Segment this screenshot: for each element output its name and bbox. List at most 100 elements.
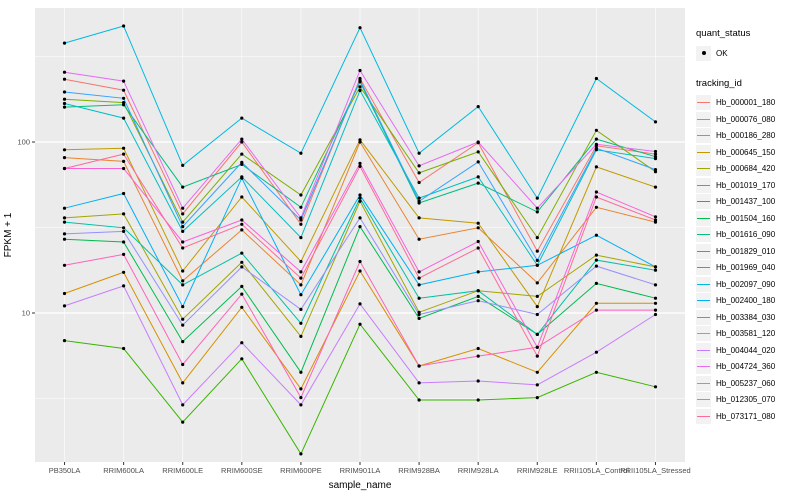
x-tick-label: RRIM600PE	[280, 466, 322, 475]
data-point	[594, 264, 599, 268]
data-point	[358, 199, 362, 203]
data-point	[476, 346, 480, 351]
data-point	[299, 334, 303, 338]
legend-label: Hb_001504_160	[716, 213, 776, 223]
data-point	[535, 383, 539, 387]
legend-label: Hb_002400_180	[716, 296, 776, 306]
x-axis-title: sample_name	[329, 480, 392, 491]
legend-label: Hb_004044_020	[716, 345, 776, 355]
data-point	[122, 79, 126, 83]
data-point	[122, 226, 126, 230]
legend-item: Hb_002400_180	[692, 293, 798, 310]
x-tick-label: RRIM600LA	[103, 466, 144, 475]
data-point	[535, 263, 539, 267]
data-point	[181, 362, 185, 367]
data-point	[181, 403, 185, 407]
legend-label: Hb_003384_030	[716, 312, 776, 322]
x-tick-label: RRIM600LE	[162, 466, 203, 475]
data-point	[476, 246, 480, 250]
legend-label: Hb_004724_360	[716, 362, 776, 372]
data-point	[535, 345, 539, 349]
legend-key	[696, 194, 711, 210]
series-color-swatch	[697, 118, 710, 120]
data-point	[299, 205, 303, 209]
data-point	[299, 370, 303, 374]
data-point	[299, 283, 303, 287]
legend-label: Hb_001616_090	[716, 230, 776, 240]
data-point	[417, 310, 421, 314]
data-point	[181, 206, 185, 210]
legend-item-ok: OK	[692, 45, 798, 62]
data-point	[653, 308, 658, 312]
legend-item: Hb_001616_090	[692, 227, 798, 244]
data-point	[62, 166, 67, 171]
legend-key	[696, 408, 711, 424]
data-point	[240, 160, 244, 164]
data-point	[535, 305, 539, 309]
series-color-swatch	[697, 234, 710, 236]
legend-title-quant-status: quant_status	[696, 28, 751, 39]
data-point	[240, 222, 244, 226]
data-point	[476, 181, 480, 185]
series-color-swatch	[697, 300, 710, 302]
data-point	[299, 259, 303, 264]
x-tick-label: PB350LA	[49, 466, 81, 475]
data-point	[181, 340, 185, 344]
data-point	[62, 291, 67, 296]
data-point	[62, 339, 67, 343]
data-point	[417, 316, 421, 320]
legend-key	[696, 309, 711, 325]
legend-key	[696, 260, 711, 276]
data-point	[358, 138, 362, 142]
data-point	[299, 222, 303, 226]
data-point	[476, 150, 480, 154]
data-point	[240, 140, 244, 144]
legend-key	[696, 177, 711, 193]
data-point	[594, 301, 599, 305]
data-point	[181, 212, 185, 216]
data-point	[417, 312, 421, 317]
data-point	[299, 270, 303, 274]
data-point	[653, 185, 658, 189]
data-point	[594, 165, 599, 169]
data-point	[594, 128, 599, 132]
data-point	[299, 293, 303, 297]
data-point	[594, 190, 599, 194]
data-point	[535, 249, 539, 253]
data-point	[62, 70, 67, 74]
legend-key	[696, 111, 711, 127]
data-point	[535, 196, 539, 200]
data-point	[62, 77, 67, 81]
series-color-swatch	[697, 217, 710, 219]
data-point	[240, 251, 244, 255]
data-point	[299, 321, 303, 325]
series-color-swatch	[697, 349, 710, 351]
data-point	[594, 142, 599, 146]
data-point	[417, 276, 421, 280]
data-point	[240, 292, 244, 296]
data-point	[417, 296, 421, 300]
data-point	[653, 268, 658, 272]
data-point	[62, 97, 67, 101]
data-point	[358, 259, 362, 264]
data-point	[594, 281, 599, 285]
y-tick-label: 100	[17, 138, 30, 147]
data-point	[62, 101, 67, 106]
legend-label: Hb_000645_150	[716, 147, 776, 157]
legend-key	[696, 95, 711, 111]
data-point	[299, 403, 303, 407]
x-tick-label: RRIM928LE	[517, 466, 558, 475]
data-point	[299, 396, 303, 400]
x-tick-label: RRIM901LA	[340, 466, 381, 475]
data-point	[535, 294, 539, 298]
data-point	[358, 140, 362, 144]
data-point	[417, 270, 421, 274]
data-point	[240, 357, 244, 361]
data-point	[358, 161, 362, 165]
legend-item: Hb_001019_170	[692, 177, 798, 194]
data-point	[62, 232, 67, 236]
legend-item: Hb_073171_080	[692, 408, 798, 425]
data-point	[417, 164, 421, 168]
legend-label: Hb_012305_070	[716, 395, 776, 405]
